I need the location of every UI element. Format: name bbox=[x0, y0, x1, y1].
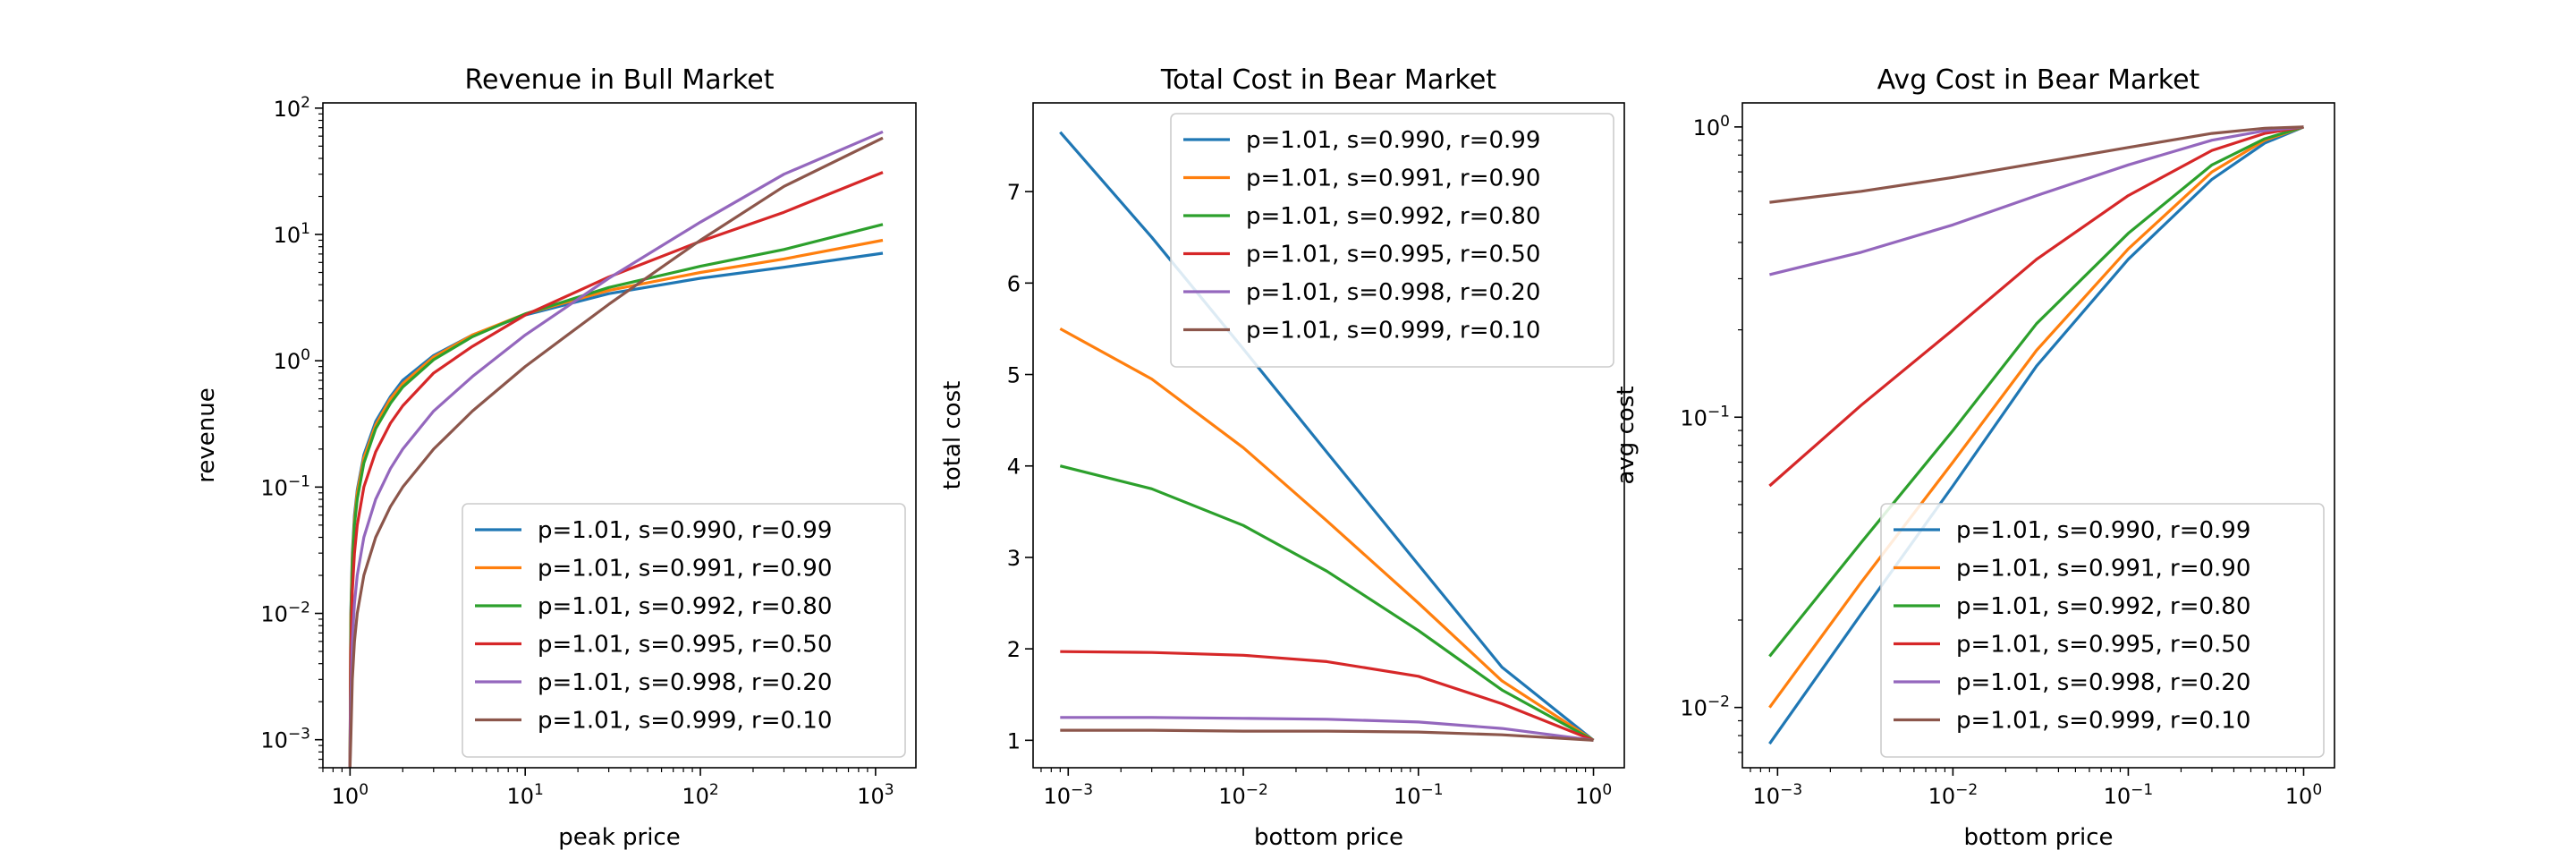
series-line-6 bbox=[348, 136, 884, 768]
x-axis-label: peak price bbox=[558, 824, 680, 851]
series-line-2 bbox=[1059, 327, 1595, 742]
series-line-3 bbox=[348, 223, 884, 768]
x-tick-label: 103 bbox=[857, 781, 894, 809]
x-tick-label: 10−1 bbox=[1394, 781, 1444, 809]
y-tick-label: 3 bbox=[1007, 546, 1021, 571]
legend-label: p=1.01, s=0.991, r=0.90 bbox=[1956, 556, 2250, 583]
x-tick-label: 10−2 bbox=[1928, 781, 1979, 809]
legend-label: p=1.01, s=0.991, r=0.90 bbox=[1246, 166, 1540, 192]
series-line-1 bbox=[1768, 125, 2305, 745]
legend-label: p=1.01, s=0.992, r=0.80 bbox=[538, 593, 832, 620]
x-axis-label: bottom price bbox=[1254, 824, 1403, 851]
x-tick-label: 10−3 bbox=[1043, 781, 1093, 809]
series-line-2 bbox=[1768, 125, 2305, 709]
legend-label: p=1.01, s=0.995, r=0.50 bbox=[1956, 632, 2250, 659]
series-line-4 bbox=[348, 171, 884, 768]
y-tick-label: 100 bbox=[1693, 113, 1730, 140]
y-tick-label: 4 bbox=[1007, 455, 1021, 480]
axes-frame bbox=[322, 102, 917, 769]
legend-label: p=1.01, s=0.992, r=0.80 bbox=[1956, 593, 2250, 620]
chart-panel-1: 100 101 102 103 10−3 10−2 10−1 100 101 102 Revenue… bbox=[193, 64, 917, 851]
y-tick-label: 1 bbox=[1007, 728, 1021, 753]
legend-label: p=1.01, s=0.995, r=0.50 bbox=[538, 632, 832, 659]
legend-label: p=1.01, s=0.999, r=0.10 bbox=[1246, 318, 1540, 344]
series-line-5 bbox=[1060, 716, 1594, 742]
y-tick-label: 10−3 bbox=[260, 726, 310, 753]
x-axis-label: bottom price bbox=[1963, 824, 2113, 851]
legend: p=1.01, s=0.990, r=0.99 p=1.01, s=0.991, … bbox=[1880, 503, 2325, 758]
legend-label: p=1.01, s=0.998, r=0.20 bbox=[1246, 279, 1540, 306]
x-tick-label: 101 bbox=[506, 781, 543, 809]
legend-label: p=1.01, s=0.999, r=0.10 bbox=[1956, 708, 2250, 735]
x-tick-label: 10−2 bbox=[1218, 781, 1268, 809]
legend-label: p=1.01, s=0.990, r=0.99 bbox=[1246, 127, 1540, 154]
x-tick-label: 100 bbox=[2285, 781, 2322, 809]
series-line-6 bbox=[1060, 728, 1594, 742]
y-tick-label: 101 bbox=[274, 220, 310, 248]
x-tick-label: 10−3 bbox=[1753, 781, 1803, 809]
series-line-1 bbox=[1059, 131, 1595, 742]
y-tick-label: 10−1 bbox=[260, 472, 310, 500]
y-tick-label: 6 bbox=[1007, 271, 1021, 296]
y-axis-label: avg cost bbox=[1613, 386, 1640, 484]
series-line-4 bbox=[1060, 650, 1595, 742]
legend-label: p=1.01, s=0.991, r=0.90 bbox=[538, 556, 832, 583]
y-tick-label: 10−1 bbox=[1680, 403, 1730, 430]
y-tick-label: 102 bbox=[274, 94, 310, 122]
axes-frame bbox=[1032, 102, 1625, 769]
legend: p=1.01, s=0.990, r=0.99 p=1.01, s=0.991, … bbox=[1170, 113, 1614, 368]
series-line-3 bbox=[1059, 464, 1595, 742]
chart-panel-2: 10−3 10−2 10−1 100 1 2 3 4 5 6 7 Total Cost in Bear… bbox=[939, 64, 1625, 851]
legend-label: p=1.01, s=0.990, r=0.99 bbox=[538, 517, 832, 544]
legend-box bbox=[1880, 503, 2325, 758]
y-tick-label: 100 bbox=[274, 346, 310, 374]
x-tick-label: 100 bbox=[1575, 781, 1612, 809]
y-tick-label: 10−2 bbox=[1680, 693, 1730, 721]
series-line-5 bbox=[348, 130, 884, 768]
chart-title: Avg Cost in Bear Market bbox=[1877, 64, 2200, 96]
y-tick-label: 5 bbox=[1007, 363, 1021, 388]
legend: p=1.01, s=0.990, r=0.99 p=1.01, s=0.991, … bbox=[462, 503, 906, 758]
series-group bbox=[1768, 125, 2305, 745]
legend-label: p=1.01, s=0.998, r=0.20 bbox=[538, 669, 832, 696]
series-line-4 bbox=[1768, 125, 2304, 488]
axes-frame bbox=[1741, 102, 2335, 769]
y-axis-label: revenue bbox=[193, 387, 220, 482]
legend-label: p=1.01, s=0.990, r=0.99 bbox=[1956, 517, 2250, 544]
y-tick-label: 7 bbox=[1007, 180, 1021, 205]
x-tick-label: 100 bbox=[332, 781, 369, 809]
legend-label: p=1.01, s=0.998, r=0.20 bbox=[1956, 669, 2250, 696]
y-tick-label: 2 bbox=[1007, 637, 1021, 662]
series-group bbox=[1059, 131, 1595, 742]
series-line-5 bbox=[1769, 125, 2304, 276]
chart-title: Revenue in Bull Market bbox=[465, 64, 775, 96]
legend-label: p=1.01, s=0.995, r=0.50 bbox=[1246, 242, 1540, 268]
legend-box bbox=[1170, 113, 1614, 368]
y-axis-label: total cost bbox=[939, 381, 966, 490]
x-tick-label: 10−1 bbox=[2104, 781, 2154, 809]
series-line-6 bbox=[1769, 125, 2304, 204]
chart-title: Total Cost in Bear Market bbox=[1160, 64, 1496, 96]
series-group bbox=[348, 130, 884, 768]
legend-box bbox=[462, 503, 906, 758]
y-tick-label: 10−2 bbox=[260, 600, 310, 627]
legend-label: p=1.01, s=0.992, r=0.80 bbox=[1246, 203, 1540, 230]
legend-label: p=1.01, s=0.999, r=0.10 bbox=[538, 708, 832, 735]
series-line-3 bbox=[1768, 125, 2304, 658]
x-tick-label: 102 bbox=[682, 781, 718, 809]
chart-panel-3: 10−3 10−2 10−1 100 10−2 10−1 100 Avg Cost in Be… bbox=[1613, 64, 2335, 851]
